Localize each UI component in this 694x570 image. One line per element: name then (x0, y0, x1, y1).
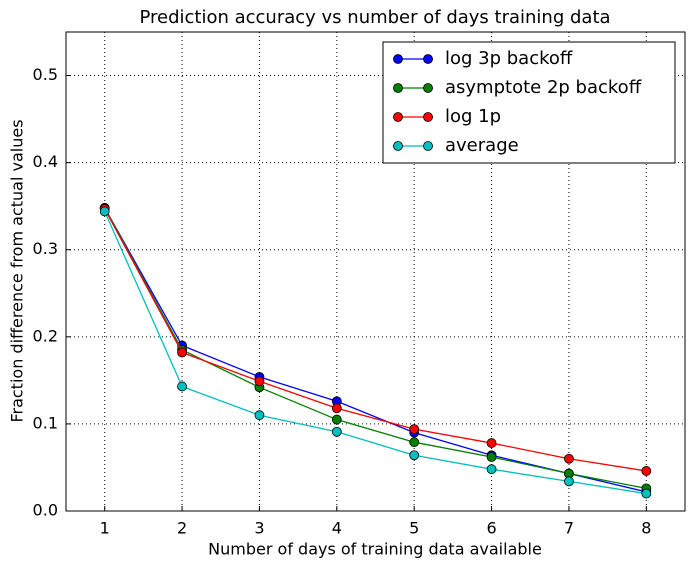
data-point (486, 464, 497, 475)
data-point (409, 437, 420, 448)
x-tick-label: 7 (564, 519, 574, 538)
legend-label: log 3p backoff (445, 48, 573, 69)
x-tick-label: 4 (332, 519, 342, 538)
x-tick-label: 5 (409, 519, 419, 538)
data-point (564, 476, 574, 487)
data-point (331, 403, 342, 414)
data-point (331, 414, 342, 425)
x-tick-label: 1 (100, 519, 110, 538)
y-tick-label: 0.2 (33, 326, 58, 345)
y-tick-label: 0.4 (33, 152, 58, 171)
x-tick-label: 6 (486, 519, 496, 538)
y-tick-label: 0.0 (33, 501, 58, 520)
data-point (254, 376, 265, 387)
data-point (177, 347, 187, 358)
legend-marker (393, 54, 403, 64)
data-point (99, 206, 110, 217)
legend-marker (423, 112, 433, 122)
data-point (409, 450, 420, 461)
plot-frame (65, 31, 686, 512)
data-point (564, 453, 574, 464)
legend-marker (393, 83, 403, 93)
data-point (177, 381, 187, 392)
y-tick-label: 0.5 (33, 65, 58, 84)
legend-marker (423, 83, 433, 93)
legend-label: asymptote 2p backoff (445, 77, 642, 98)
data-point (409, 424, 420, 435)
legend-label: log 1p (445, 106, 501, 127)
legend-label: average (445, 135, 519, 156)
legend-marker (423, 141, 433, 151)
data-point (486, 452, 497, 462)
y-tick-label: 0.3 (33, 239, 58, 258)
series-line (104, 211, 647, 495)
series-line (104, 207, 647, 489)
y-axis-label: Fraction difference from actual values (8, 119, 27, 422)
data-point (254, 410, 265, 421)
series-line (104, 208, 647, 472)
x-tick-label: 3 (254, 519, 264, 538)
x-axis-label: Number of days of training data availabl… (208, 540, 542, 559)
chart-title: Prediction accuracy vs number of days tr… (139, 7, 610, 28)
data-point (641, 488, 652, 499)
legend-marker (393, 141, 403, 151)
y-tick-label: 0.1 (33, 413, 58, 432)
legend-marker (423, 54, 433, 64)
data-point (486, 438, 497, 448)
x-tick-label: 8 (641, 519, 651, 538)
data-point (331, 426, 342, 437)
data-point (641, 466, 652, 476)
legend-marker (393, 112, 403, 122)
x-tick-label: 2 (177, 519, 187, 538)
